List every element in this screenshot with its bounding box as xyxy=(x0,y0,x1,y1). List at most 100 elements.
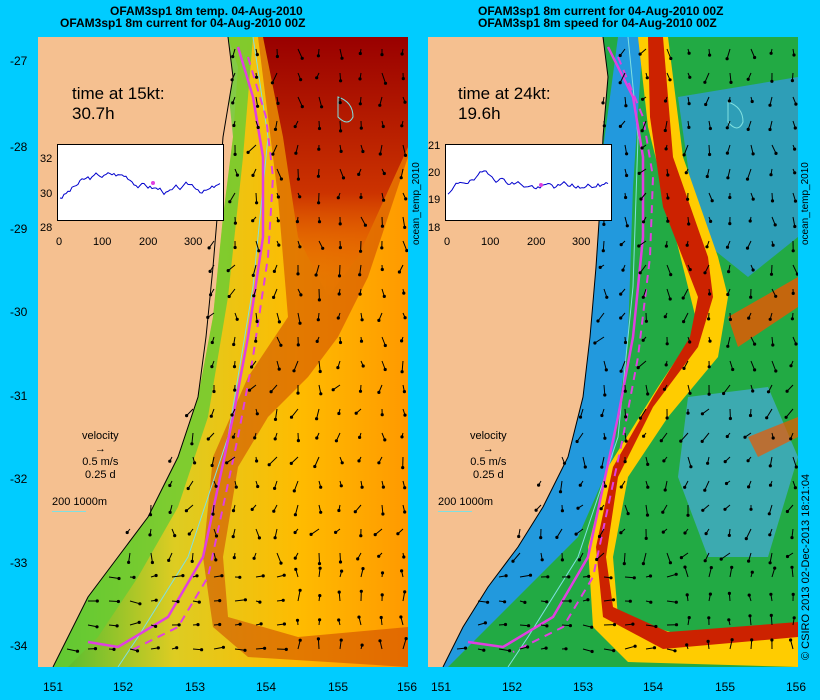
right-contour-legend: 200 1000m xyxy=(438,496,493,512)
velocity-arrow-head xyxy=(317,147,321,151)
velocity-arrow xyxy=(750,360,756,371)
velocity-arrow-head xyxy=(668,561,672,565)
velocity-arrow-head xyxy=(277,320,281,324)
velocity-arrow-head xyxy=(727,99,731,103)
velocity-arrow-head xyxy=(642,434,646,438)
left-inset-plot xyxy=(57,144,224,221)
velocity-arrow-head xyxy=(707,317,711,321)
velocity-arrow-head xyxy=(618,81,622,85)
velocity-arrow-head xyxy=(526,645,530,649)
velocity-arrow-head xyxy=(359,195,363,199)
velocity-arrow-head xyxy=(273,127,278,131)
velocity-arrow-head xyxy=(744,537,748,541)
velocity-arrow-head xyxy=(383,367,387,372)
velocity-arrow-head xyxy=(750,638,754,642)
velocity-arrow xyxy=(723,384,731,394)
velocity-arrow-head xyxy=(296,439,300,443)
velocity-arrow-head xyxy=(612,623,617,627)
velocity-arrow-head xyxy=(511,559,515,563)
velocity-arrow-head xyxy=(255,319,259,324)
velocity-arrow xyxy=(769,552,773,563)
velocity-arrow-head xyxy=(338,246,342,250)
velocity-arrow-head xyxy=(282,622,286,626)
velocity-arrow xyxy=(747,168,752,180)
velocity-arrow-head xyxy=(289,461,293,465)
velocity-arrow xyxy=(291,408,299,418)
velocity-arrow-head xyxy=(789,364,793,368)
velocity-arrow-head xyxy=(186,486,190,491)
velocity-arrow-head xyxy=(279,177,283,181)
velocity-arrow-head xyxy=(257,536,261,540)
velocity-arrow-head xyxy=(661,530,665,534)
velocity-arrow xyxy=(596,552,605,560)
velocity-arrow-head xyxy=(275,54,279,59)
velocity-arrow xyxy=(704,480,710,491)
velocity-arrow-head xyxy=(663,128,667,133)
velocity-arrow-head xyxy=(318,618,322,622)
velocity-arrow xyxy=(276,168,282,180)
velocity-arrow-head xyxy=(318,566,322,570)
velocity-arrow xyxy=(293,480,299,492)
velocity-arrow-head xyxy=(709,219,713,223)
velocity-arrow-head xyxy=(117,576,121,581)
velocity-arrow-head xyxy=(339,129,343,133)
velocity-arrow xyxy=(272,144,278,155)
velocity-arrow-head xyxy=(168,459,172,463)
velocity-arrow-head xyxy=(231,509,236,513)
velocity-arrow-head xyxy=(769,51,773,55)
velocity-arrow-head xyxy=(168,483,172,488)
velocity-arrow-head xyxy=(751,389,755,393)
velocity-arrow-head xyxy=(337,274,342,278)
velocity-arrow-head xyxy=(300,105,304,109)
velocity-arrow-head xyxy=(373,533,377,537)
velocity-arrow-head xyxy=(315,339,319,343)
velocity-arrow xyxy=(171,575,183,578)
velocity-arrow-head xyxy=(233,221,237,225)
velocity-arrow-head xyxy=(665,416,669,420)
velocity-arrow-head xyxy=(137,620,141,625)
velocity-arrow-head xyxy=(623,340,628,345)
velocity-arrow-head xyxy=(652,646,657,650)
velocity-arrow-head xyxy=(300,56,304,60)
velocity-arrow-head xyxy=(93,647,98,651)
velocity-arrow xyxy=(318,360,321,372)
velocity-arrow-head xyxy=(377,554,381,558)
velocity-arrow-head xyxy=(646,462,650,466)
velocity-arrow-head xyxy=(209,414,213,418)
velocity-arrow-head xyxy=(638,416,642,420)
velocity-arrow xyxy=(315,264,320,276)
velocity-arrow-head xyxy=(238,575,242,579)
xtick-label: 154 xyxy=(256,680,277,694)
velocity-arrow-head xyxy=(341,176,346,180)
left-time-value: 30.7h xyxy=(72,104,115,123)
velocity-arrow-head xyxy=(233,152,237,156)
velocity-arrow-head xyxy=(773,223,777,227)
xtick-label: 152 xyxy=(113,680,134,694)
velocity-arrow-head xyxy=(619,485,623,489)
right-inset-series xyxy=(447,170,609,195)
velocity-arrow-head xyxy=(596,319,600,323)
velocity-arrow xyxy=(339,264,341,276)
velocity-arrow-head xyxy=(221,645,225,649)
velocity-arrow-head xyxy=(659,439,663,443)
velocity-arrow-head xyxy=(200,648,204,652)
contour-legend-line xyxy=(52,511,86,512)
velocity-arrow-head xyxy=(208,269,212,273)
velocity-arrow-head xyxy=(619,292,623,296)
velocity-arrow-head xyxy=(276,219,280,223)
velocity-arrow-head xyxy=(685,643,689,647)
velocity-arrow-head xyxy=(747,559,751,563)
velocity-arrow-head xyxy=(768,464,772,468)
velocity-arrow xyxy=(642,552,647,564)
velocity-arrow-head xyxy=(316,318,320,322)
velocity-arrow-head xyxy=(517,534,521,539)
velocity-arrow-head xyxy=(273,437,277,441)
velocity-arrow xyxy=(498,648,510,652)
right-route xyxy=(467,46,655,653)
velocity-arrow-head xyxy=(706,461,710,465)
velocity-arrow xyxy=(720,552,731,560)
velocity-arrow-head xyxy=(765,416,769,420)
velocity-arrow-head xyxy=(358,77,362,81)
velocity-arrow xyxy=(226,456,236,464)
velocity-arrow-head xyxy=(727,591,731,596)
